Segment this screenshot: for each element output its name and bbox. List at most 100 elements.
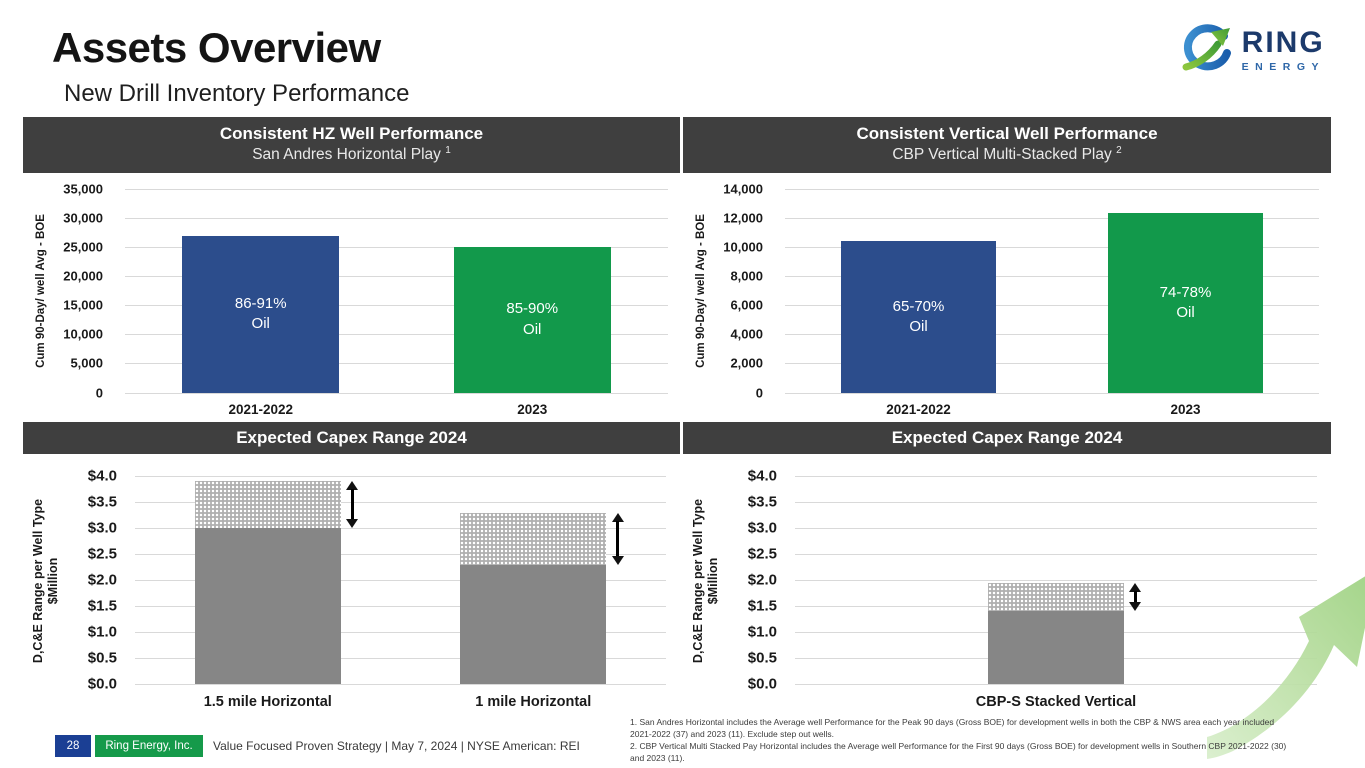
arrow-up-head <box>611 512 624 522</box>
x-category-label: 2021-2022 <box>886 401 951 417</box>
y-tick-label: 0 <box>95 385 103 401</box>
gridline <box>125 246 668 248</box>
bar-solid-1 mile Horizontal <box>460 564 607 685</box>
bar-value-label: 85-90% Oil <box>506 300 559 338</box>
y-tick-label: $3.0 <box>87 519 117 537</box>
footnotes: 1. San Andres Horizontal includes the Av… <box>630 717 1290 765</box>
x-category-label: 2023 <box>1170 401 1201 417</box>
logo-brand-text: RING <box>1241 26 1325 59</box>
plot-area <box>135 476 666 686</box>
arrow-down-head <box>346 519 359 529</box>
y-tick-label: 10,000 <box>723 239 763 255</box>
y-tick-label: 20,000 <box>63 268 103 284</box>
plot-area: 86-91% Oil 85-90% Oil <box>125 188 668 394</box>
page-subtitle: New Drill Inventory Performance <box>64 80 410 107</box>
chart-subtitle: San Andres Horizontal Play 1 <box>252 145 451 164</box>
x-axis-labels: CBP-S Stacked Vertical <box>795 692 1317 710</box>
arrow-line <box>1133 590 1137 604</box>
x-axis-labels: 1.5 mile Horizontal 1 mile Horizontal <box>135 692 666 710</box>
y-tick-label: 14,000 <box>723 181 763 197</box>
range-arrow <box>1129 582 1142 612</box>
gridline <box>135 528 666 530</box>
gridline <box>125 334 668 336</box>
gridline <box>795 502 1317 504</box>
chart-capex-vertical: D,C&E Range per Well Type $Million $0.0 $0.… <box>683 454 1331 714</box>
x-category-label: 2023 <box>517 401 548 417</box>
panel-vertical-performance: Consistent Vertical Well Performance CBP… <box>683 117 1331 419</box>
range-arrow <box>346 481 359 529</box>
y-tick-label: $0.5 <box>87 649 117 667</box>
y-axis-ticks: $0.0 $0.5 $1.0 $1.5 $2.0 $2.5 $3.0 $3.5 $4.0 <box>683 468 787 693</box>
gridline <box>785 305 1319 307</box>
gridline <box>795 476 1317 478</box>
gridline <box>785 363 1319 365</box>
growth-arrow-graphic <box>1207 559 1365 768</box>
gridline <box>135 476 666 478</box>
arrow-line <box>350 489 354 521</box>
y-tick-label: $1.0 <box>87 623 117 641</box>
gridline <box>785 392 1319 394</box>
x-category-label: 1 mile Horizontal <box>475 694 592 711</box>
y-tick-label: $1.5 <box>87 597 117 615</box>
arrow-down-head <box>611 555 624 565</box>
y-tick-label: 30,000 <box>63 210 103 226</box>
bar-2023: 85-90% Oil <box>453 246 611 393</box>
y-tick-label: $2.0 <box>747 571 777 589</box>
footnote-2: 2. CBP Vertical Multi Stacked Pay Horizo… <box>630 740 1287 763</box>
gridline <box>125 275 668 277</box>
bar-value-label: 65-70% Oil <box>892 297 945 335</box>
gridline <box>125 305 668 307</box>
gridline <box>785 188 1319 190</box>
y-axis-ticks: 0 2,000 4,000 6,000 8,000 10,000 12,000 14,000 <box>683 181 773 400</box>
chart-vertical-performance: Cum 90-Day/ well Avg - BOE 0 2,000 4,000 6,0… <box>683 173 1331 419</box>
gridline <box>135 554 666 556</box>
footnote-ref: 1 <box>445 145 451 157</box>
gridline <box>795 528 1317 530</box>
y-tick-label: 6,000 <box>730 297 763 313</box>
gridline <box>135 632 666 634</box>
bar-range-CBP-S Stacked Vertical <box>988 582 1124 612</box>
arrow-up-head <box>346 481 359 491</box>
y-tick-label: $2.5 <box>747 545 777 563</box>
chart-title: Expected Capex Range 2024 <box>891 428 1123 447</box>
arrow-down-head <box>1129 602 1142 612</box>
gridline <box>125 363 668 365</box>
x-category-label: 2021-2022 <box>228 401 294 417</box>
company-badge: Ring Energy, Inc. <box>95 735 203 757</box>
x-category-label: 1.5 mile Horizontal <box>203 694 332 711</box>
y-tick-label: $0.0 <box>747 675 777 693</box>
y-tick-label: 5,000 <box>70 355 103 371</box>
chart-header: Consistent HZ Well Performance San Andre… <box>23 117 680 173</box>
footnote-ref: 2 <box>1116 145 1122 157</box>
y-tick-label: 2,000 <box>730 355 763 371</box>
bar-range-1 mile Horizontal <box>460 512 607 565</box>
gridline <box>125 188 668 190</box>
y-tick-label: 35,000 <box>63 181 103 197</box>
chart-capex-horizontal: D,C&E Range per Well Type $Million $0.0 $0.… <box>23 454 680 714</box>
chart-hz-performance: Cum 90-Day/ well Avg - BOE 0 5,000 10,000 15… <box>23 173 680 419</box>
y-tick-label: $4.0 <box>747 467 777 485</box>
x-axis-labels: 2021-2022 2023 <box>785 399 1319 417</box>
gridline <box>125 392 668 394</box>
chart-title: Consistent Vertical Well Performance <box>856 124 1158 143</box>
chart-subtitle: CBP Vertical Multi-Stacked Play 2 <box>892 145 1122 164</box>
bar-2021-2022: 65-70% Oil <box>841 241 996 393</box>
y-tick-label: 10,000 <box>63 326 103 342</box>
plot-area: 65-70% Oil 74-78% Oil <box>785 188 1319 394</box>
bar-2023: 74-78% Oil <box>1108 213 1263 393</box>
y-tick-label: $4.0 <box>87 467 117 485</box>
gridline <box>135 606 666 608</box>
footer-tagline: Value Focused Proven Strategy | May 7, 2… <box>213 739 580 753</box>
chart-header: Consistent Vertical Well Performance CBP… <box>683 117 1331 173</box>
gridline <box>795 684 1317 686</box>
footnote-1: 1. San Andres Horizontal includes the Av… <box>630 717 1275 739</box>
panel-capex-horizontal: Expected Capex Range 2024 D,C&E Range pe… <box>23 422 680 714</box>
gridline <box>135 580 666 582</box>
gridline <box>135 684 666 686</box>
chart-header: Expected Capex Range 2024 <box>23 422 680 455</box>
gridline <box>135 502 666 504</box>
y-tick-label: $2.0 <box>87 571 117 589</box>
panel-capex-vertical: Expected Capex Range 2024 D,C&E Range pe… <box>683 422 1331 714</box>
y-tick-label: 8,000 <box>730 268 763 284</box>
